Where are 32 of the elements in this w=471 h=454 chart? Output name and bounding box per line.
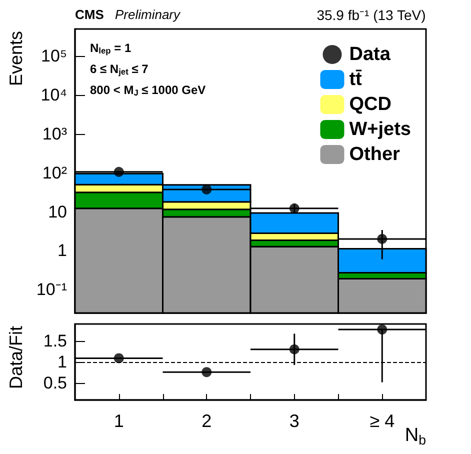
x-tick-label: 1: [114, 411, 124, 431]
y-tick-label: 1.5: [43, 331, 67, 350]
point: [377, 234, 388, 244]
y-tick-label: 10⁵: [41, 46, 67, 66]
chart-subtitle: Preliminary: [115, 7, 182, 22]
legend-label: QCD: [349, 94, 392, 115]
x-tick-label: 3: [289, 411, 300, 431]
chart-title: CMS: [75, 7, 104, 22]
y-tick-label: 10⁻¹: [36, 280, 68, 300]
legend-label: Data: [349, 44, 391, 65]
y-tick-label: 1: [58, 241, 67, 260]
legend-label: W+jets: [349, 119, 412, 140]
legend-label: Other: [349, 144, 401, 165]
y-tick-label: 10²: [42, 163, 68, 182]
text: 35.9 fb⁻¹ (13 TeV): [316, 7, 426, 23]
y-axis-title: Data/Fit: [6, 326, 26, 390]
y-tick-label: 10: [48, 202, 67, 222]
x-tick-label: 2: [202, 411, 212, 431]
y-tick-label: 0.5: [43, 374, 67, 393]
y-axis-title: Events: [6, 31, 26, 86]
y-tick-label: 10⁴: [40, 86, 67, 105]
y-tick-label: 10³: [42, 124, 68, 144]
point: [114, 166, 124, 177]
point: [289, 344, 300, 354]
point: [202, 367, 212, 378]
point: [377, 324, 388, 334]
point: [289, 203, 300, 214]
point: [114, 353, 124, 364]
legend-label: tt̄: [349, 69, 363, 90]
point: [202, 184, 212, 194]
y-tick-label: 1: [58, 352, 67, 372]
x-tick-label: ≥ 4: [370, 411, 395, 431]
